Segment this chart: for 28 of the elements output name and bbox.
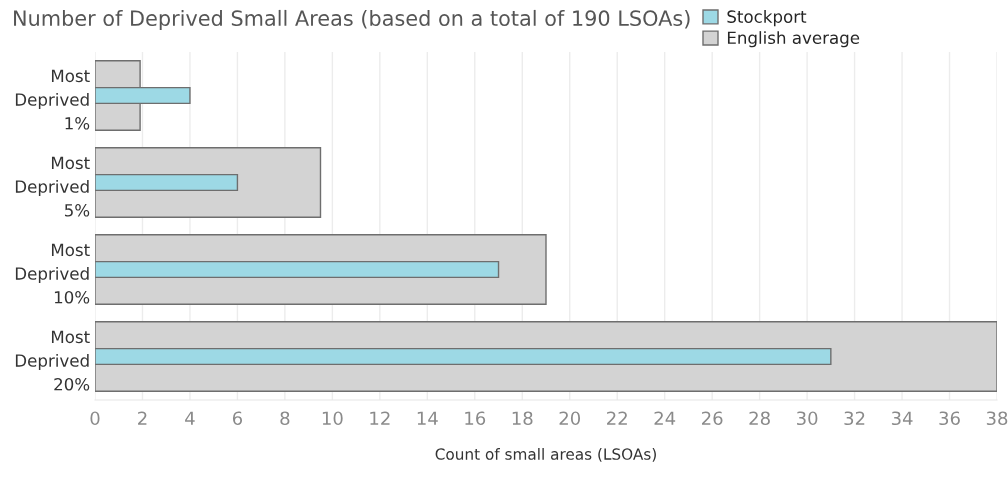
x-tick-label: 30 — [796, 411, 818, 426]
x-tick-label: 26 — [701, 411, 723, 426]
y-tick-label: Most Deprived 20% — [15, 330, 90, 391]
x-tick-label: 22 — [607, 411, 627, 425]
x-axis-title: Count of small areas (LSOAs) — [435, 448, 656, 462]
x-tick-label: 34 — [891, 411, 913, 426]
x-tick-label: 16 — [465, 411, 486, 426]
x-tick-label: 4 — [185, 411, 195, 425]
x-tick-label: 24 — [654, 411, 676, 425]
x-tick-label: 6 — [232, 411, 243, 426]
x-tick-label: 28 — [749, 411, 770, 426]
x-tick-label: 38 — [986, 411, 1008, 426]
x-tick-label: 12 — [370, 411, 390, 425]
x-tick-label: 32 — [844, 411, 865, 426]
x-tick-label: 10 — [322, 411, 343, 426]
legend-label: English average — [727, 31, 860, 48]
y-tick-label: Most Deprived 10% — [15, 243, 90, 304]
x-tick-label: 18 — [512, 411, 533, 426]
legend-label: Stockport — [727, 10, 807, 27]
x-tick-label: 14 — [417, 411, 438, 425]
y-tick-label: Most Deprived 1% — [15, 69, 90, 130]
x-tick-label: 0 — [90, 411, 100, 426]
x-tick-label: 2 — [138, 411, 147, 425]
x-tick-label: 8 — [280, 411, 290, 426]
x-tick-label: 20 — [559, 411, 581, 426]
x-tick-label: 36 — [939, 411, 960, 426]
chart-title: Number of Deprived Small Areas (based on a total of 190 LSOAs) — [14, 9, 690, 31]
y-tick-label: Most Deprived 5% — [15, 156, 90, 217]
